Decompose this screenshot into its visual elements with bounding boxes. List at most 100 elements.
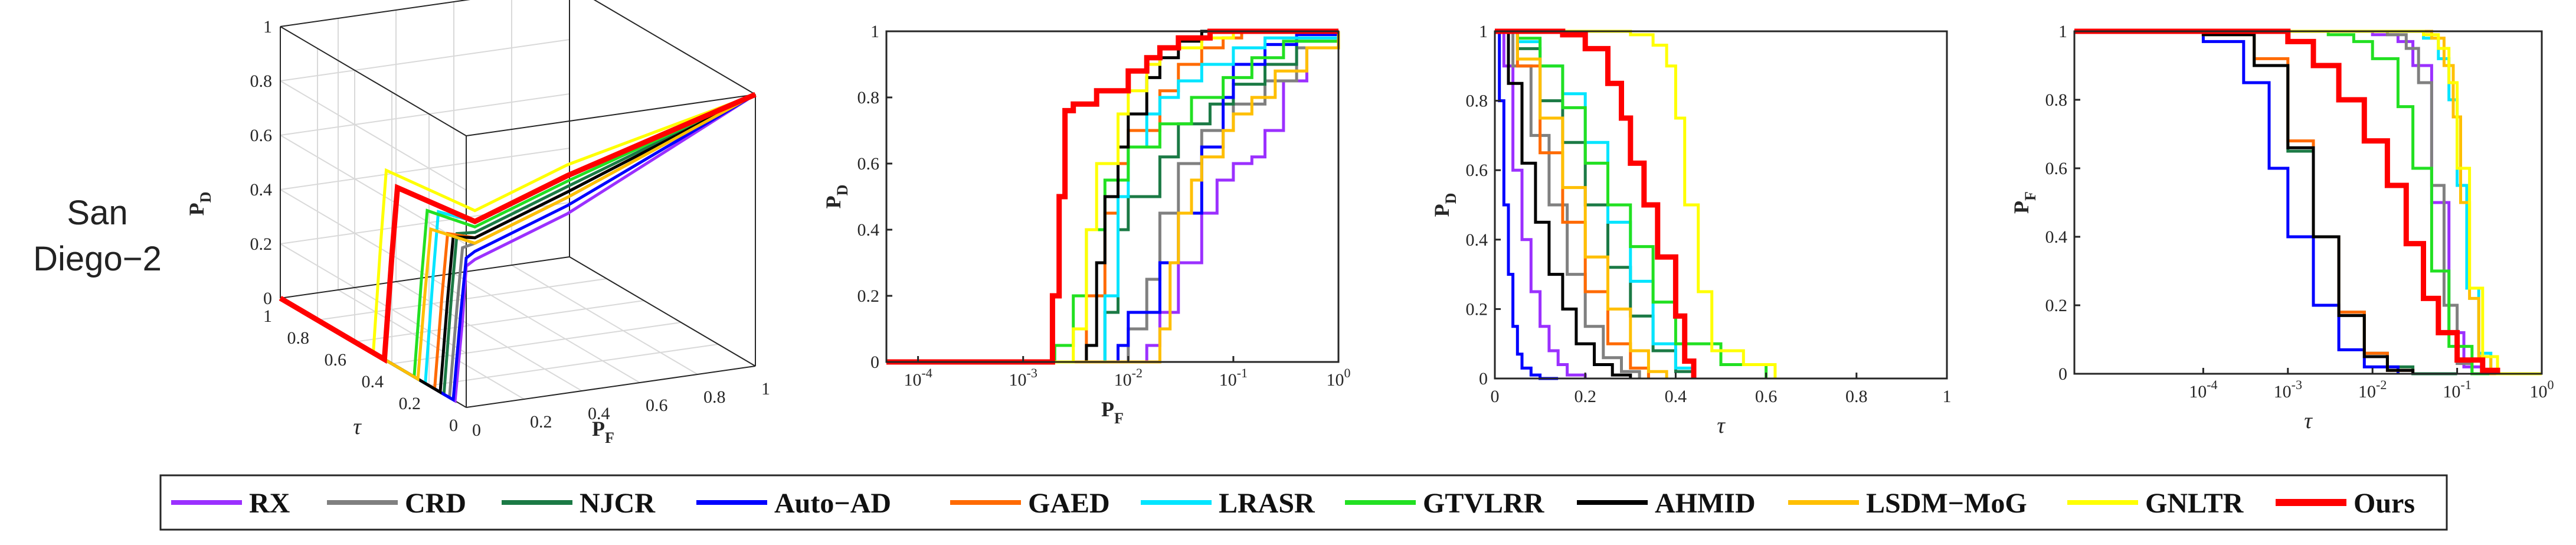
z-tick-label: 0.6	[250, 126, 273, 145]
plot-area	[2074, 31, 2542, 374]
y-tick-label: 0.4	[2045, 227, 2068, 247]
pf-tick-label: 0.4	[588, 404, 610, 423]
y-tick-label: 0.2	[857, 286, 880, 306]
legend-label: LSDM−MoG	[1866, 488, 2027, 519]
tau-tick-label: 0.6	[325, 350, 347, 370]
tau-tick-label: 0.2	[399, 394, 421, 413]
pf-axis-label: PF	[592, 417, 614, 446]
x-tick-label: 10-2	[1114, 365, 1143, 390]
series-group	[886, 28, 1340, 365]
series-autoad	[1495, 30, 1559, 380]
legend-item-ours: Ours	[2276, 488, 2415, 519]
y-tick-label: 0.2	[2045, 296, 2068, 315]
grid-line	[280, 148, 570, 190]
x-tick-label: 10-1	[1219, 365, 1248, 390]
series-crd	[2074, 30, 2542, 376]
y-tick-label: 1	[870, 22, 879, 41]
tau-axis-label: τ	[353, 415, 362, 439]
series-lrasr	[886, 31, 1340, 364]
series-group	[2074, 28, 2542, 376]
grid-line	[280, 39, 570, 81]
plot-area	[1495, 31, 1947, 378]
z-tick-label: 1	[263, 17, 272, 37]
legend-label: AHMID	[1655, 488, 1756, 519]
legend-label: Ours	[2354, 488, 2415, 519]
y-tick-label: 1	[2058, 22, 2067, 41]
box-edge	[466, 365, 756, 408]
box-edge	[569, 256, 756, 367]
y-tick-label: 0.8	[2045, 90, 2068, 110]
series-gnltr	[886, 30, 1338, 364]
y-tick-label: 0.8	[857, 88, 880, 107]
x-tick-label: 100	[2530, 377, 2554, 402]
axes-box	[1494, 30, 1948, 380]
legend-label: GAED	[1028, 488, 1110, 519]
x-tick-label: 100	[1327, 365, 1351, 390]
grid-line	[453, 273, 640, 383]
series-gnltr	[1495, 30, 1777, 378]
series-ahmid	[2074, 30, 2415, 374]
x-axis-label: τ	[1717, 413, 1726, 438]
grid-line	[391, 322, 682, 364]
y-tick-label: 0	[1479, 369, 1488, 389]
pf-vs-tau-panel: 0 0.2 0.4 0.6 0.8 1 10-4 10-3 10-2 10-1 100 τ PF	[2009, 22, 2554, 433]
grid-line	[511, 265, 698, 375]
series-lsdmmog	[886, 31, 1340, 364]
x-tick-label: 0.8	[1845, 387, 1868, 406]
legend-item-rx: RX	[171, 488, 290, 519]
series-ahmid	[1495, 30, 1632, 378]
x-tick-label: 0	[1491, 387, 1500, 406]
x-tick-label: 10-1	[2443, 377, 2471, 402]
series-ours	[1495, 28, 1697, 378]
z-tick-label: 0.2	[250, 234, 273, 254]
series-gtvlrr	[1495, 30, 1768, 378]
legend-label: RX	[249, 488, 290, 519]
y-tick-label: 1	[1479, 22, 1488, 41]
series-njcr	[886, 31, 1340, 364]
grid-line	[280, 80, 467, 191]
legend-item-autoad: Auto−AD	[696, 488, 891, 519]
tau-tick-label: 0	[449, 416, 458, 435]
series-crd	[886, 31, 1340, 364]
x-tick-label: 10-2	[2358, 377, 2387, 402]
z-axis-label: PD	[185, 192, 214, 216]
legend-label: CRD	[405, 488, 466, 519]
box-edge	[280, 26, 467, 136]
legend-item-gnltr: GNLTR	[2067, 488, 2244, 519]
series-gtvlrr	[886, 31, 1340, 364]
tau-tick-label: 1	[263, 306, 272, 326]
series-rx	[2074, 30, 2542, 376]
back-wall	[280, 0, 569, 298]
y-axis-label: PD	[1430, 193, 1459, 217]
box-edge	[466, 94, 756, 136]
series-ours	[2074, 28, 2500, 374]
y-tick-label: 0.8	[1466, 92, 1488, 111]
legend-label: Auto−AD	[774, 488, 891, 519]
roc-pd-vs-pf-panel: 0 0.2 0.4 0.6 0.8 1 10-4 10-3 10-2 10-1 100 PF PD	[821, 22, 1351, 427]
x-axis-label: PF	[1101, 397, 1124, 427]
z-tick-label: 0.4	[250, 180, 273, 200]
legend-item-lsdmmog: LSDM−MoG	[1788, 488, 2027, 519]
y-tick-label: 0.4	[857, 220, 880, 240]
series3d-ours	[279, 92, 757, 364]
x-tick-label: 1	[1943, 387, 1952, 406]
legend-item-lrasr: LRASR	[1141, 488, 1315, 519]
pf-tick-label: 1	[761, 379, 770, 399]
x-tick-label: 10-3	[1009, 365, 1037, 390]
row-label-line-1: San	[67, 194, 127, 232]
pf-tick-label: 0	[472, 420, 481, 440]
pd-vs-tau-panel: 0 0.2 0.4 0.6 0.8 1 0 0.2 0.4 0.6 0.8 1 τ PD	[1430, 22, 1952, 438]
axes-box	[885, 30, 1340, 363]
x-tick-label: 0.4	[1665, 387, 1687, 406]
tau-tick-label: 0.8	[287, 328, 310, 348]
series-gtvlrr	[2074, 30, 2542, 376]
x-tick-label: 10-4	[2189, 377, 2217, 402]
series-group-3d	[279, 92, 757, 404]
series-ours	[886, 28, 1338, 365]
pf-tick-label: 0.6	[646, 396, 668, 415]
legend-label: NJCR	[580, 488, 656, 519]
pf-tick-label: 0.8	[703, 387, 726, 407]
y-tick-label: 0.2	[1466, 299, 1488, 319]
